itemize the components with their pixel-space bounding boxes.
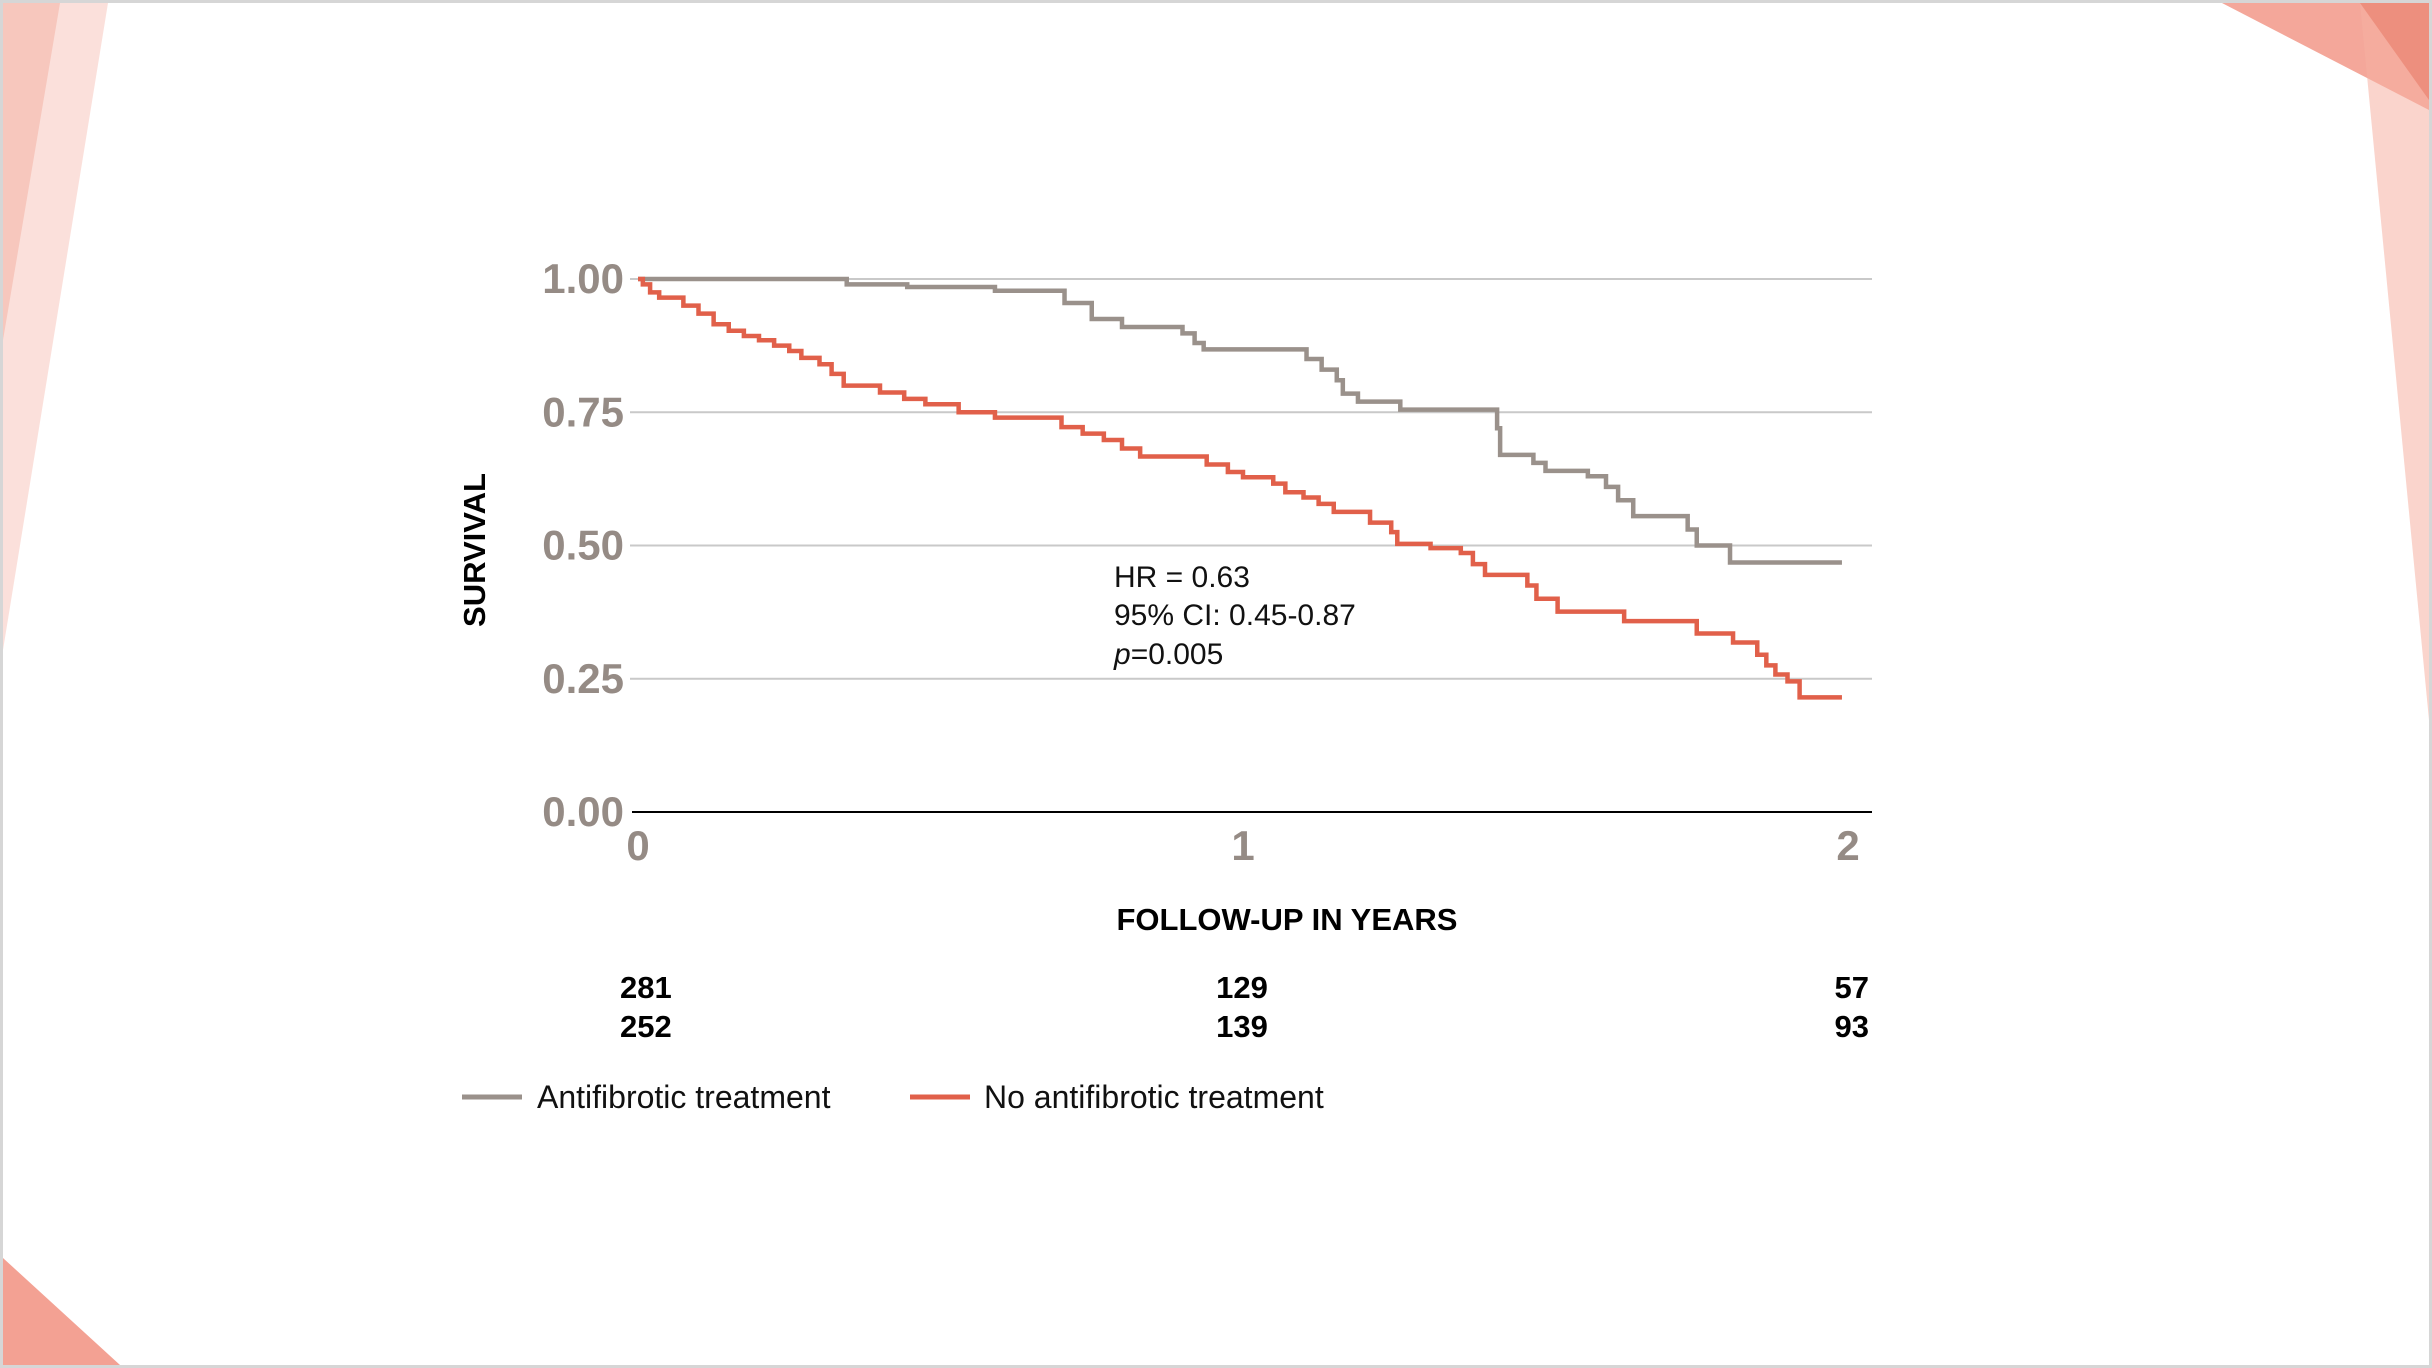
- series-layer: [638, 276, 1842, 700]
- y-tick-label: 0.75: [542, 388, 624, 435]
- hr-text: HR = 0.63: [1114, 561, 1250, 594]
- slide-decorations: [3, 3, 2429, 1365]
- y-tick-label: 0.25: [542, 655, 624, 702]
- y-tick-label: 1.00: [542, 255, 624, 302]
- legend-label: Antifibrotic treatment: [537, 1079, 831, 1115]
- risk-table-cell: 252: [620, 1009, 672, 1044]
- y-axis-title: SURVIVAL: [457, 473, 492, 627]
- x-tick-label: 0: [626, 822, 649, 869]
- deco-left-shape: [3, 3, 108, 650]
- x-tick-label: 2: [1836, 822, 1859, 869]
- risk-table-cell: 139: [1216, 1009, 1268, 1044]
- y-tick-label: 0.00: [542, 788, 624, 835]
- risk-table-cell: 57: [1835, 970, 1869, 1005]
- legend: Antifibrotic treatment No antifibrotic tr…: [462, 1079, 1324, 1115]
- x-axis-title: FOLLOW-UP IN YEARS: [1117, 902, 1458, 937]
- legend-label: No antifibrotic treatment: [984, 1079, 1324, 1115]
- hazard-ratio-annotation: HR = 0.63 95% CI: 0.45-0.87 p=0.005: [1113, 561, 1356, 671]
- p-symbol: p: [1113, 638, 1131, 671]
- legend-item: No antifibrotic treatment: [910, 1079, 1324, 1115]
- x-tick-labels: 0 1 2: [626, 822, 1859, 869]
- number-at-risk-table: 281 129 57 252 139 93: [620, 970, 1869, 1044]
- deco-left-shape-inner: [3, 3, 60, 340]
- legend-item: Antifibrotic treatment: [462, 1079, 831, 1115]
- x-tick-label: 1: [1231, 822, 1254, 869]
- y-tick-labels: 0.00 0.25 0.50 0.75 1.00: [542, 255, 624, 835]
- p-value-text: p=0.005: [1113, 638, 1223, 671]
- risk-table-cell: 93: [1835, 1009, 1869, 1044]
- deco-bottom-left-shape: [3, 1258, 120, 1365]
- risk-table-cell: 129: [1216, 970, 1268, 1005]
- ci-text: 95% CI: 0.45-0.87: [1114, 599, 1356, 632]
- survival-curve-antifibrotic: [638, 276, 1842, 565]
- y-tick-label: 0.50: [542, 522, 624, 569]
- survival-curve-no-antifibrotic: [638, 276, 1842, 700]
- deco-right-strip: [2360, 3, 2429, 720]
- p-value: =0.005: [1131, 638, 1224, 671]
- risk-table-cell: 281: [620, 970, 672, 1005]
